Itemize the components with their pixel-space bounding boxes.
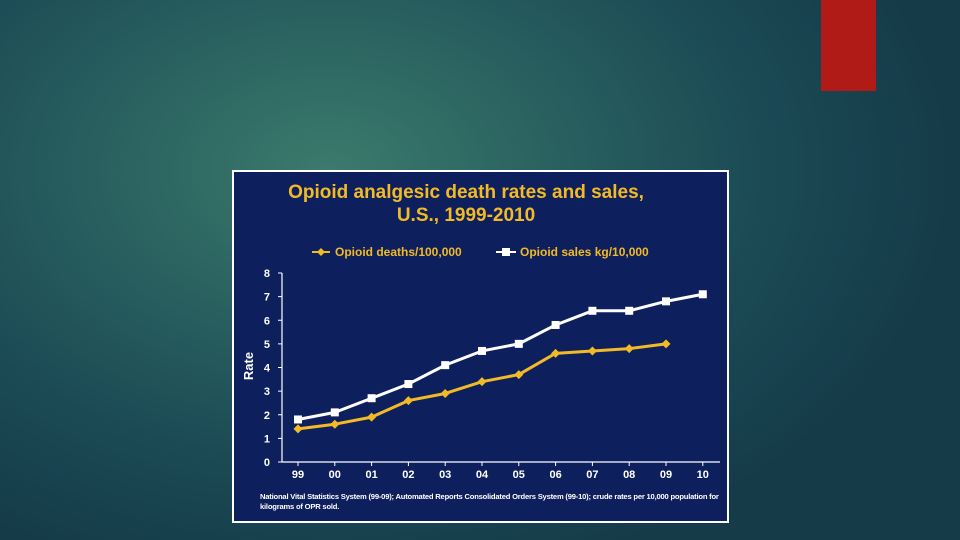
data-point-sales [367, 394, 376, 403]
chart-title-line1: Opioid analgesic death rates and sales, [288, 182, 644, 203]
data-point-deaths [661, 339, 671, 349]
x-tick-label: 05 [513, 469, 525, 481]
x-tick-label: 09 [660, 469, 672, 481]
y-tick-label: 4 [264, 363, 271, 375]
x-tick-label: 08 [623, 469, 635, 481]
legend-deaths-label: Opioid deaths/100,000 [335, 245, 462, 259]
accent-bar [821, 0, 876, 91]
y-tick-label: 5 [264, 339, 270, 351]
x-tick-label: 00 [329, 469, 341, 481]
x-tick-label: 10 [697, 469, 709, 481]
chart-footnote: National Vital Statistics System (99-09)… [260, 492, 719, 511]
data-point-sales [514, 339, 523, 348]
x-tick-label: 99 [292, 469, 304, 481]
x-tick-label: 06 [549, 469, 561, 481]
data-point-sales [478, 346, 486, 355]
y-tick-label: 3 [264, 386, 270, 398]
y-ticks: 0 1 2 3 4 5 6 7 8 [264, 268, 282, 469]
y-tick-label: 7 [264, 292, 270, 304]
x-ticks: 99 00 01 02 03 04 05 06 07 08 09 10 [292, 462, 709, 481]
data-point-deaths [293, 424, 303, 434]
x-tick-label: 07 [586, 469, 598, 481]
data-point-deaths [514, 370, 524, 380]
x-tick-label: 04 [476, 469, 489, 481]
data-point-sales [404, 380, 413, 389]
x-tick-label: 02 [402, 469, 414, 481]
x-tick-label: 03 [439, 469, 451, 481]
y-tick-label: 8 [264, 268, 270, 280]
series-layer [293, 290, 707, 434]
data-point-deaths [403, 396, 413, 406]
chart-title-line2: U.S., 1999-2010 [397, 205, 535, 226]
series-line-deaths [297, 342, 667, 431]
y-tick-label: 2 [264, 410, 270, 422]
legend-sales-marker [502, 248, 510, 256]
data-point-sales [588, 306, 597, 315]
series-line-sales [297, 292, 704, 421]
x-tick-label: 01 [365, 469, 377, 481]
data-point-deaths [551, 348, 561, 358]
y-axis-label: Rate [241, 352, 256, 380]
legend-sales-label: Opioid sales kg/10,000 [520, 245, 649, 259]
data-point-sales [698, 290, 707, 299]
legend-deaths-marker [317, 248, 325, 256]
data-point-deaths [477, 377, 487, 387]
y-tick-label: 0 [264, 457, 270, 469]
legend: Opioid deaths/100,000 Opioid sales kg/10… [312, 245, 649, 259]
data-point-deaths [367, 412, 377, 422]
data-point-sales [330, 408, 339, 417]
data-point-sales [441, 361, 450, 370]
data-point-sales [294, 415, 302, 424]
data-point-deaths [330, 419, 340, 429]
data-point-deaths [624, 344, 634, 354]
data-point-deaths [587, 346, 597, 356]
line-chart: Opioid analgesic death rates and sales, … [241, 182, 720, 481]
chart-container: Opioid analgesic death rates and sales, … [232, 170, 729, 523]
data-point-sales [551, 320, 560, 329]
y-tick-label: 1 [264, 433, 270, 445]
y-tick-label: 6 [264, 315, 270, 327]
data-point-deaths [440, 388, 450, 398]
data-point-sales [662, 297, 670, 306]
data-point-sales [625, 306, 634, 315]
